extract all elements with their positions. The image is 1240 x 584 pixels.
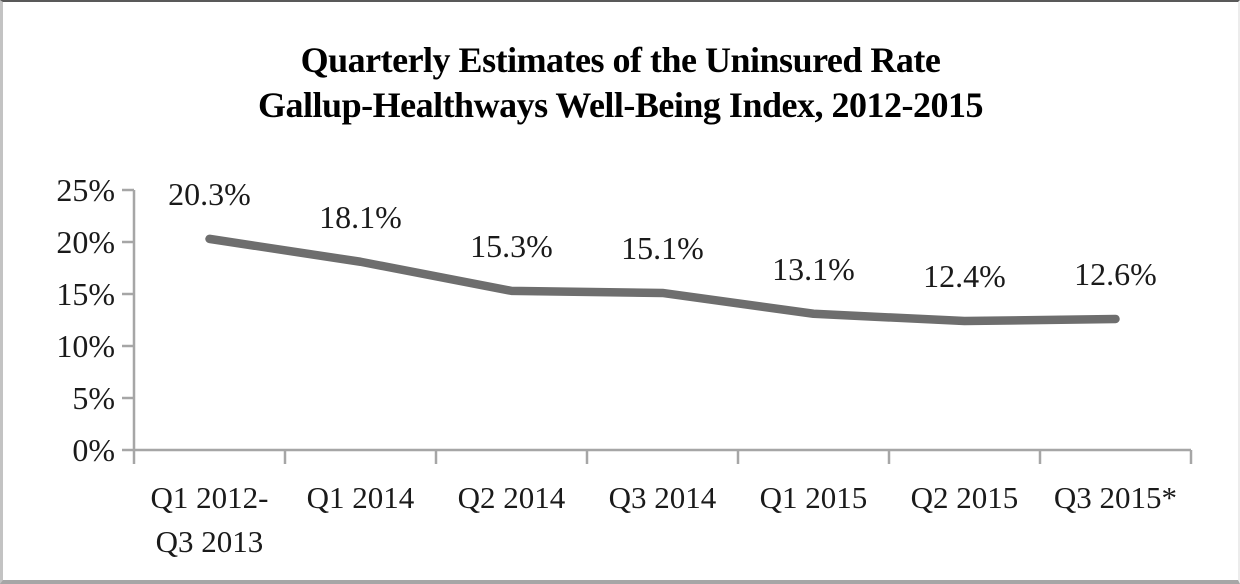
y-axis-tick-label: 20%: [56, 224, 115, 260]
chart-title-line2: Gallup-Healthways Well-Being Index, 2012…: [258, 85, 983, 125]
y-axis-tick-label: 10%: [56, 328, 115, 364]
chart-title: Quarterly Estimates of the Uninsured Rat…: [3, 38, 1238, 128]
x-axis-category-label: Q1 2012-: [151, 480, 269, 515]
uninsured-rate-line-chart: 0% 5% 10% 15% 20% 25% Q1 2012- Q3 2013 Q1 2014 Q2…: [56, 172, 1193, 559]
data-point-label: 12.6%: [1074, 256, 1157, 292]
y-axis-tick-label: 5%: [72, 380, 115, 416]
y-axis-tick-label: 15%: [56, 276, 115, 312]
data-point-label: 18.1%: [319, 199, 402, 235]
x-axis-category-label: Q2 2014: [458, 480, 566, 515]
data-point-label: 20.3%: [168, 176, 251, 212]
uninsured-rate-trend-line: [205, 234, 1120, 326]
y-axis-tick-label: 0%: [72, 432, 115, 468]
y-axis-tick-label: 25%: [56, 172, 115, 208]
data-point-label: 15.3%: [470, 228, 553, 264]
x-axis-category-label: Q3 2015*: [1054, 480, 1177, 515]
chart-title-line1: Quarterly Estimates of the Uninsured Rat…: [300, 40, 941, 80]
x-axis-category-label: Q3 2014: [609, 480, 717, 515]
x-axis-category-label: Q3 2013: [156, 524, 264, 559]
data-point-label: 13.1%: [772, 251, 855, 287]
data-point-label: 15.1%: [621, 230, 704, 266]
x-axis-category-label: Q1 2014: [307, 480, 415, 515]
x-axis-category-label: Q1 2015: [760, 480, 868, 515]
x-axis-category-label: Q2 2015: [911, 480, 1019, 515]
data-point-label: 12.4%: [923, 258, 1006, 294]
